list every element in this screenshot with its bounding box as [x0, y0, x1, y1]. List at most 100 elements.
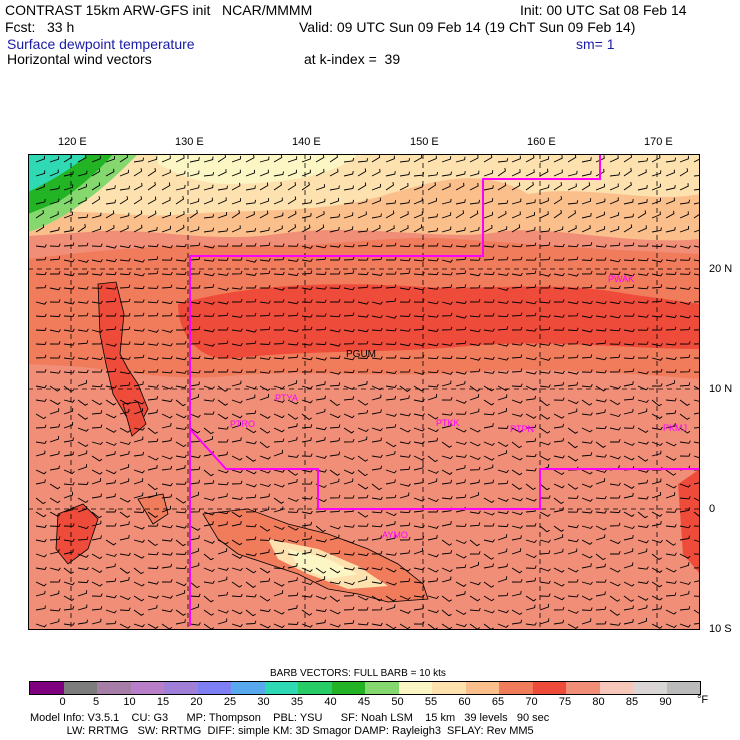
- wind-barb: [91, 593, 103, 597]
- wind-barb: [63, 370, 75, 374]
- wind-barb: [91, 567, 103, 574]
- wind-barb: [665, 271, 677, 275]
- wind-barb: [329, 355, 341, 359]
- wind-barb: [441, 380, 452, 387]
- wind-barb: [161, 455, 173, 460]
- wind-barb: [35, 244, 47, 248]
- wind-barb: [553, 567, 565, 573]
- wind-barb: [609, 285, 621, 290]
- wind-barb: [455, 380, 466, 387]
- wind-barb: [525, 577, 537, 583]
- wind-barb: [609, 226, 620, 233]
- wind-barb: [511, 413, 523, 417]
- wind-barb: [469, 607, 481, 612]
- wind-barb: [105, 385, 117, 389]
- wind-barb: [106, 313, 117, 317]
- wind-barb: [525, 604, 536, 611]
- wind-barb: [539, 168, 549, 177]
- wind-barb: [35, 313, 47, 318]
- wind-barb: [595, 495, 607, 500]
- wind-barb: [301, 342, 313, 346]
- wind-barb: [623, 242, 635, 247]
- wind-barb: [63, 313, 75, 317]
- wind-barb: [665, 210, 675, 219]
- wind-barb: [428, 243, 439, 247]
- wind-barb: [428, 509, 439, 513]
- wind-barb: [553, 299, 565, 303]
- wind-barb: [427, 197, 437, 205]
- wind-barb: [427, 553, 439, 558]
- wind-barb: [567, 408, 578, 415]
- wind-barb: [665, 286, 677, 290]
- wind-barb: [413, 313, 425, 318]
- wind-barb: [525, 438, 537, 443]
- wind-barb: [315, 436, 326, 443]
- wind-barb: [91, 182, 101, 191]
- wind-barb: [511, 497, 523, 502]
- wind-barb: [217, 385, 229, 392]
- wind-barb: [189, 270, 201, 275]
- wind-barb: [49, 579, 61, 583]
- wind-barb: [581, 182, 591, 191]
- wind-barb: [595, 478, 606, 485]
- wind-barb: [203, 411, 215, 415]
- wind-barb: [665, 369, 677, 373]
- wind-barb: [329, 244, 341, 248]
- wind-barb: [427, 258, 439, 262]
- wind-barb: [665, 184, 676, 191]
- wind-barb: [553, 272, 565, 277]
- wind-barb: [427, 595, 439, 600]
- wind-barb: [679, 562, 690, 569]
- wind-barb: [623, 368, 635, 373]
- model-info-line: Model Info: V3.5.1 CU: G3 MP: Thompson P…: [30, 712, 550, 724]
- wind-barb: [567, 256, 579, 261]
- wind-barb: [91, 329, 103, 333]
- wind-barb: [259, 623, 271, 629]
- wind-barb: [63, 567, 74, 575]
- wind-barb: [343, 385, 355, 390]
- wind-barb: [511, 284, 523, 289]
- wind-barb: [609, 427, 621, 431]
- wind-barb: [330, 299, 341, 303]
- wind-barb: [161, 284, 173, 289]
- wind-barb: [371, 454, 383, 458]
- wind-barb: [133, 623, 145, 628]
- wind-barb: [315, 211, 325, 219]
- wind-barb: [357, 427, 369, 433]
- wind-barb: [217, 591, 229, 597]
- wind-barb: [329, 371, 341, 375]
- wind-barb: [595, 328, 607, 332]
- wind-barb: [386, 257, 397, 261]
- wind-barb: [161, 312, 173, 317]
- wind-barb: [371, 523, 383, 528]
- wind-barb: [35, 301, 47, 305]
- wind-barb: [651, 298, 663, 303]
- wind-barb: [287, 196, 297, 205]
- wind-barb: [91, 618, 102, 625]
- wind-barb: [679, 245, 691, 249]
- wind-barb: [287, 312, 299, 317]
- wind-barb: [63, 437, 74, 443]
- wind-barb: [231, 455, 243, 461]
- wind-barb: [693, 455, 700, 459]
- wind-barb: [203, 580, 215, 584]
- colorbar-swatch: [666, 682, 700, 694]
- wind-barb: [77, 619, 88, 625]
- wind-barb: [106, 509, 117, 513]
- wind-barb: [77, 214, 89, 219]
- wind-barb: [49, 483, 61, 490]
- wind-barb: [385, 521, 396, 527]
- wind-barb: [651, 154, 661, 163]
- wind-barb: [581, 198, 592, 205]
- wind-barb: [609, 581, 621, 587]
- wind-barb: [273, 469, 285, 473]
- wind-barb: [399, 454, 411, 458]
- wind-barb: [315, 395, 326, 401]
- wind-barb: [413, 258, 425, 262]
- wind-barb: [203, 213, 215, 219]
- wind-barb: [427, 478, 438, 485]
- wind-barb: [539, 184, 550, 191]
- wind-barb: [77, 259, 89, 263]
- wind-barb: [133, 312, 145, 317]
- wind-barb: [217, 257, 229, 261]
